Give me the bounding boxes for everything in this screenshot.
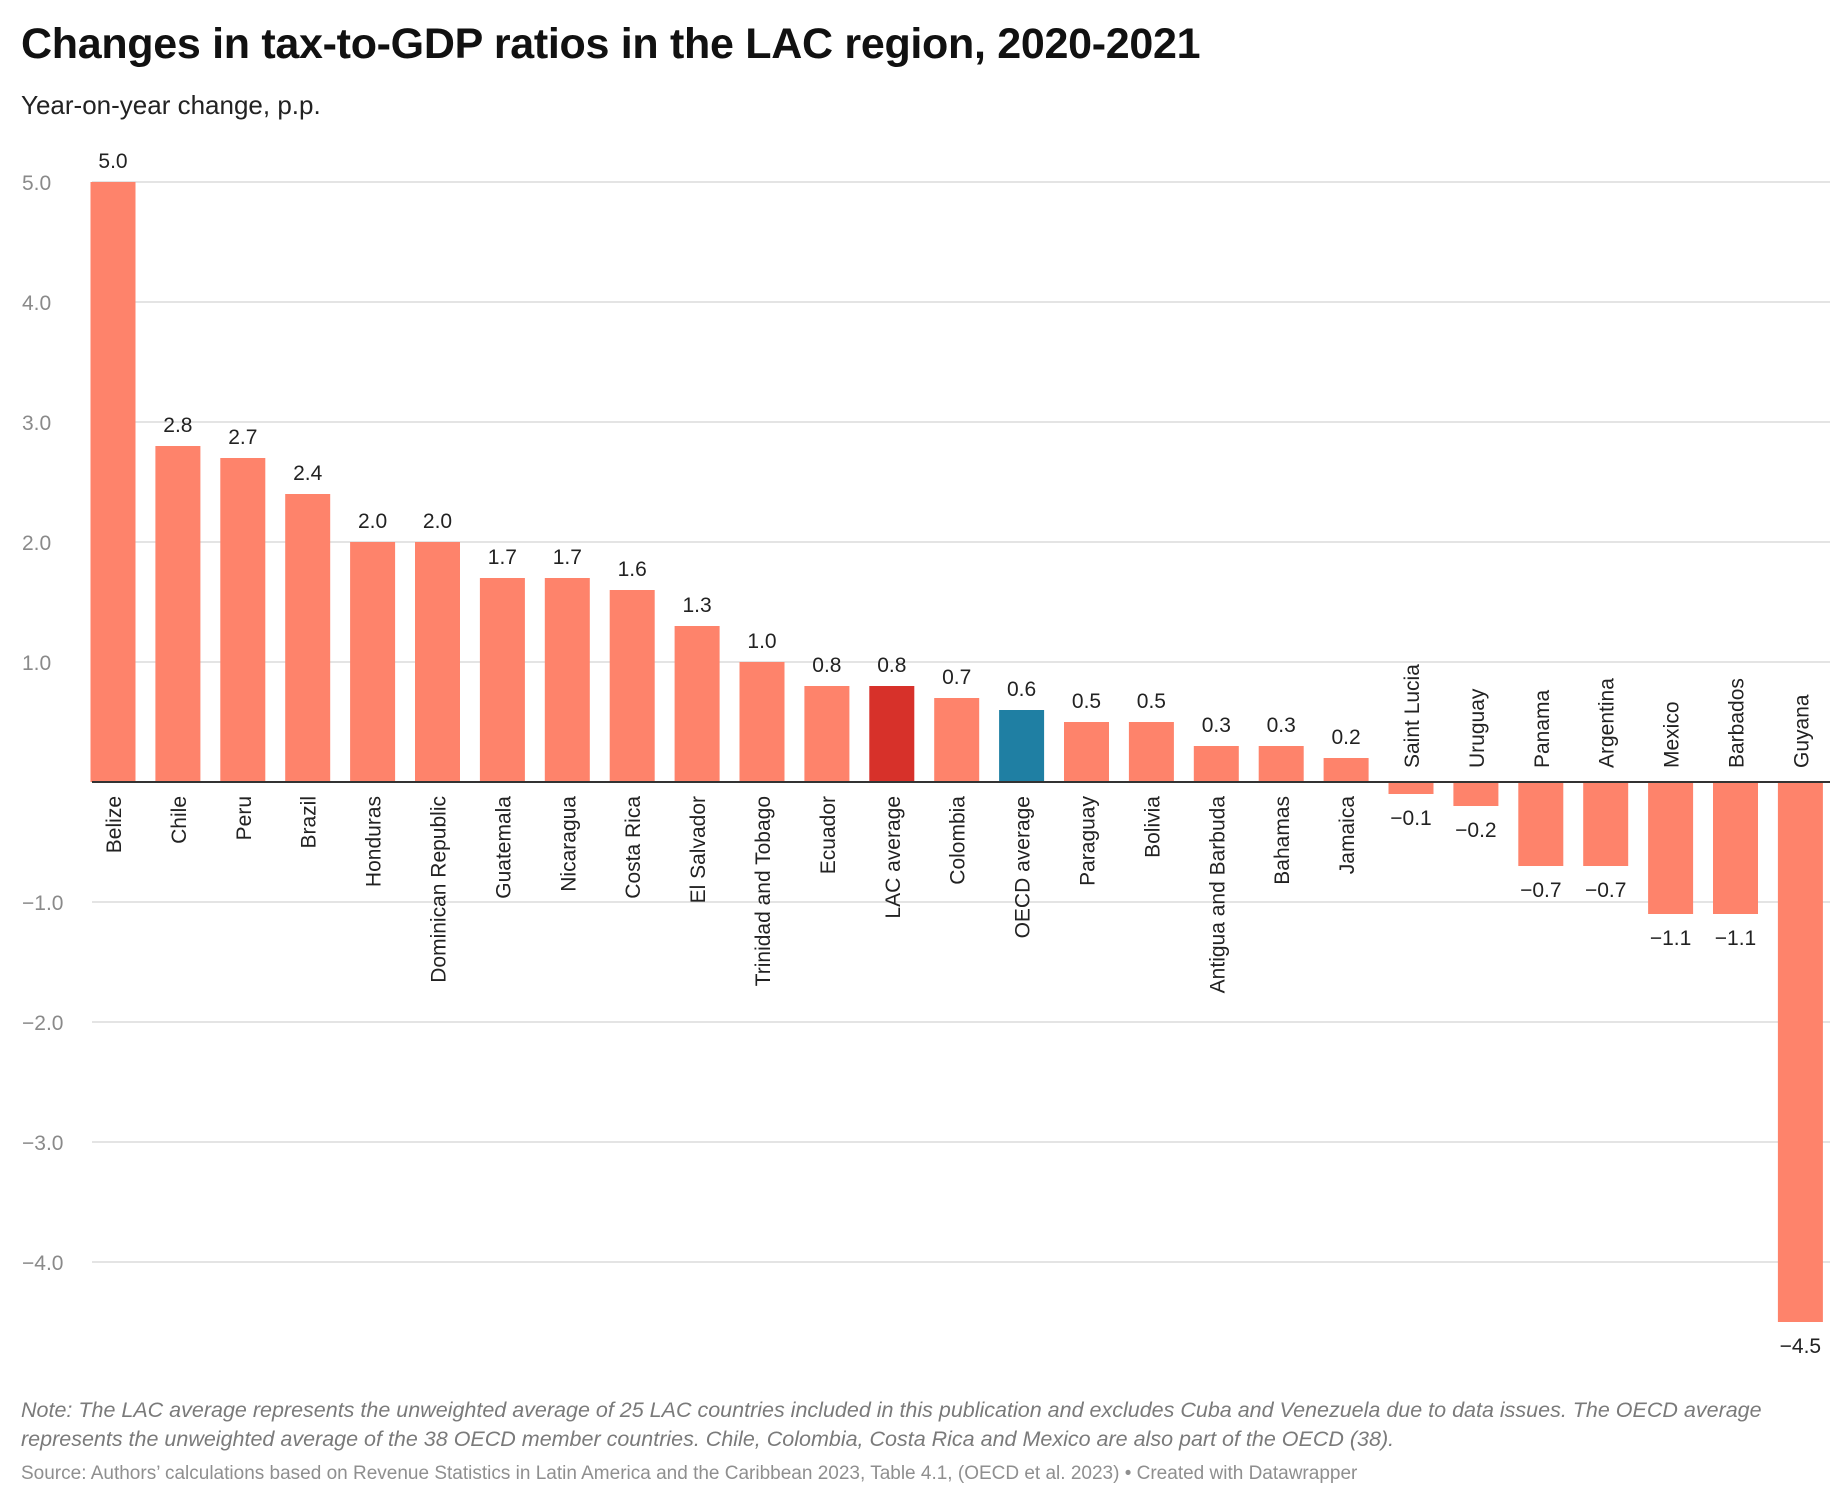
bars	[90, 182, 1823, 1322]
bar-argentina	[1583, 782, 1629, 866]
bar-lac-average	[869, 686, 915, 782]
bar-colombia	[934, 698, 980, 782]
bar-guyana	[1777, 782, 1823, 1322]
chart-title: Changes in tax-to-GDP ratios in the LAC …	[21, 20, 1201, 68]
data-label-costa-rica: 1.6	[618, 558, 647, 581]
bar-nicaragua	[544, 578, 590, 782]
data-label-saint-lucia: −0.1	[1390, 807, 1431, 830]
bar-brazil	[285, 494, 331, 782]
y-tick-label: 4.0	[22, 292, 51, 315]
category-label-nicaragua: Nicaragua	[557, 796, 580, 892]
data-label-uruguay: −0.2	[1455, 819, 1496, 842]
category-label-bolivia: Bolivia	[1141, 796, 1164, 858]
category-label-barbados: Barbados	[1726, 678, 1749, 768]
category-label-uruguay: Uruguay	[1466, 688, 1489, 768]
y-tick-label: 1.0	[22, 652, 51, 675]
y-tick-label: −2.0	[22, 1012, 63, 1035]
y-tick-label: −3.0	[22, 1132, 63, 1155]
category-label-belize: Belize	[103, 796, 126, 853]
data-label-jamaica: 0.2	[1331, 726, 1360, 749]
data-label-chile: 2.8	[163, 414, 192, 437]
data-label-argentina: −0.7	[1585, 879, 1626, 902]
y-tick-label: 5.0	[22, 172, 51, 195]
data-label-oecd-average: 0.6	[1007, 678, 1036, 701]
data-label-bolivia: 0.5	[1137, 690, 1166, 713]
data-label-mexico: −1.1	[1650, 927, 1691, 950]
category-labels: Belize Chile Peru Brazil Honduras Dominican R…	[103, 664, 1813, 994]
category-label-guyana: Guyana	[1790, 694, 1813, 768]
data-label-honduras: 2.0	[358, 510, 387, 533]
category-label-oecd-average: OECD average	[1012, 796, 1035, 938]
bar-oecd-average	[999, 710, 1045, 782]
category-label-colombia: Colombia	[947, 796, 970, 885]
data-label-bahamas: 0.3	[1267, 714, 1296, 737]
chart-subtitle: Year-on-year change, p.p.	[21, 90, 321, 120]
category-label-chile: Chile	[168, 796, 191, 844]
category-label-costa-rica: Costa Rica	[622, 796, 645, 899]
bar-saint-lucia	[1388, 782, 1434, 794]
data-label-guyana: −4.5	[1780, 1335, 1821, 1358]
data-labels: 5.0 2.8 2.7 2.4 2.0 2.0 1.7 1.7 1.6 1.3 1.0 0.8 0.8 0…	[98, 150, 1821, 1358]
bar-peru	[220, 458, 266, 782]
data-label-antigua-and-barbuda: 0.3	[1202, 714, 1231, 737]
bar-belize	[90, 182, 136, 782]
data-label-dominican-republic: 2.0	[423, 510, 452, 533]
category-label-peru: Peru	[233, 796, 256, 840]
bar-dominican-republic	[415, 542, 460, 782]
bar-panama	[1518, 782, 1564, 866]
data-label-el-salvador: 1.3	[682, 594, 711, 617]
bar-chart: 5.0 4.0 3.0 2.0 1.0 −1.0 −2.0 −3.0 −4.0 5.0 2.8 2.…	[22, 150, 1830, 1358]
category-label-el-salvador: El Salvador	[687, 796, 710, 903]
bar-honduras	[350, 542, 396, 782]
bar-jamaica	[1323, 758, 1369, 782]
category-label-ecuador: Ecuador	[817, 796, 840, 874]
bar-el-salvador	[674, 626, 720, 782]
bar-guatemala	[479, 578, 525, 782]
chart-source: Source: Authors’ calculations based on R…	[21, 1463, 1358, 1484]
data-label-nicaragua: 1.7	[553, 546, 582, 569]
category-label-brazil: Brazil	[298, 796, 321, 849]
bar-ecuador	[804, 686, 850, 782]
data-label-ecuador: 0.8	[812, 654, 841, 677]
bar-barbados	[1713, 782, 1758, 914]
category-label-jamaica: Jamaica	[1336, 796, 1359, 875]
y-tick-label: −4.0	[22, 1252, 63, 1275]
data-label-barbados: −1.1	[1715, 927, 1756, 950]
category-label-saint-lucia: Saint Lucia	[1401, 664, 1424, 768]
data-label-brazil: 2.4	[293, 462, 323, 485]
category-label-antigua-and-barbuda: Antigua and Barbuda	[1206, 796, 1229, 994]
y-tick-label: −1.0	[22, 892, 63, 915]
chart-note: Note: The LAC average represents the unw…	[21, 1398, 1762, 1451]
category-label-guatemala: Guatemala	[492, 796, 515, 899]
category-label-argentina: Argentina	[1596, 678, 1619, 768]
category-label-paraguay: Paraguay	[1077, 796, 1100, 886]
category-label-lac-average: LAC average	[882, 796, 905, 919]
data-label-trinidad-and-tobago: 1.0	[747, 630, 776, 653]
y-tick-label: 3.0	[22, 412, 51, 435]
bar-paraguay	[1064, 722, 1109, 782]
bar-chile	[155, 446, 201, 782]
category-label-mexico: Mexico	[1661, 701, 1684, 768]
bar-mexico	[1648, 782, 1694, 914]
bar-uruguay	[1453, 782, 1499, 806]
category-label-honduras: Honduras	[363, 796, 386, 887]
y-tick-label: 2.0	[22, 532, 51, 555]
category-label-trinidad-and-tobago: Trinidad and Tobago	[752, 796, 775, 986]
y-axis-tick-labels: 5.0 4.0 3.0 2.0 1.0 −1.0 −2.0 −3.0 −4.0	[22, 172, 63, 1275]
bar-antigua-and-barbuda	[1193, 746, 1239, 782]
data-label-lac-average: 0.8	[877, 654, 906, 677]
bar-trinidad-and-tobago	[739, 662, 785, 782]
bar-bahamas	[1258, 746, 1304, 782]
data-label-belize: 5.0	[98, 150, 127, 173]
data-label-panama: −0.7	[1520, 879, 1561, 902]
data-label-guatemala: 1.7	[488, 546, 517, 569]
category-label-bahamas: Bahamas	[1271, 796, 1294, 885]
data-label-colombia: 0.7	[942, 666, 971, 689]
category-label-dominican-republic: Dominican Republic	[428, 796, 451, 983]
bar-costa-rica	[609, 590, 655, 782]
bar-bolivia	[1128, 722, 1174, 782]
data-label-paraguay: 0.5	[1072, 690, 1101, 713]
data-label-peru: 2.7	[228, 426, 257, 449]
category-label-panama: Panama	[1531, 689, 1554, 768]
